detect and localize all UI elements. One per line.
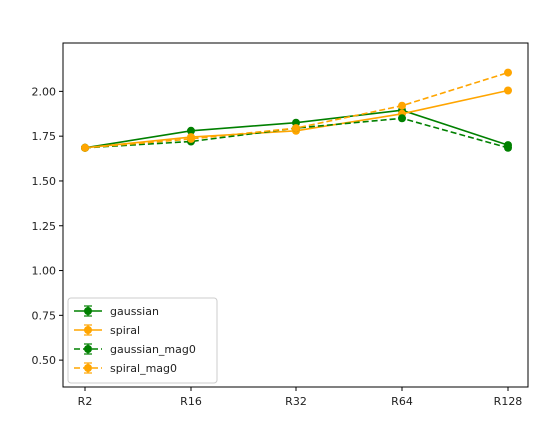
legend-label: gaussian_mag0 <box>110 343 196 356</box>
series-spiral-mag0 <box>81 68 512 152</box>
y-tick-label: 1.50 <box>32 175 57 188</box>
legend: gaussian spiral gaussian_mag0 spiral_mag0 <box>67 297 218 384</box>
legend-item: gaussian <box>74 305 159 318</box>
data-point <box>504 68 512 77</box>
x-tick-label: R64 <box>391 395 413 408</box>
y-tick-label: 1.75 <box>32 130 57 143</box>
y-tick-label: 0.75 <box>32 309 57 322</box>
legend-marker <box>84 345 92 353</box>
legend-marker <box>84 326 92 334</box>
x-tick-label: R128 <box>494 395 523 408</box>
data-point <box>187 134 195 143</box>
data-point <box>187 126 195 135</box>
x-tick-label: R16 <box>180 395 202 408</box>
x-tick-label: R2 <box>78 395 93 408</box>
data-point <box>398 101 406 110</box>
legend-marker <box>84 364 92 372</box>
data-point <box>504 143 512 152</box>
legend-marker <box>84 307 92 315</box>
y-tick-label: 1.00 <box>32 265 57 278</box>
data-point <box>398 114 406 123</box>
series-layer <box>81 68 512 152</box>
legend-box <box>67 297 218 384</box>
legend-item: gaussian_mag0 <box>74 343 196 356</box>
y-tick-label: 0.50 <box>32 354 57 367</box>
series-line <box>84 71 509 149</box>
legend-item: spiral <box>74 324 140 337</box>
data-point <box>504 86 512 95</box>
x-tick-label: R32 <box>285 395 307 408</box>
data-point <box>81 143 89 152</box>
x-axis: R2 R16 R32 R64 R128 <box>78 387 523 408</box>
legend-label: spiral <box>110 324 140 337</box>
y-tick-label: 1.25 <box>32 220 57 233</box>
y-axis: 0.50 0.75 1.00 1.25 1.50 1.75 2.00 <box>32 85 63 367</box>
data-point <box>292 124 300 133</box>
y-tick-label: 2.00 <box>32 85 57 98</box>
legend-item: spiral_mag0 <box>74 362 177 375</box>
legend-label: gaussian <box>110 305 159 318</box>
legend-label: spiral_mag0 <box>110 362 177 375</box>
